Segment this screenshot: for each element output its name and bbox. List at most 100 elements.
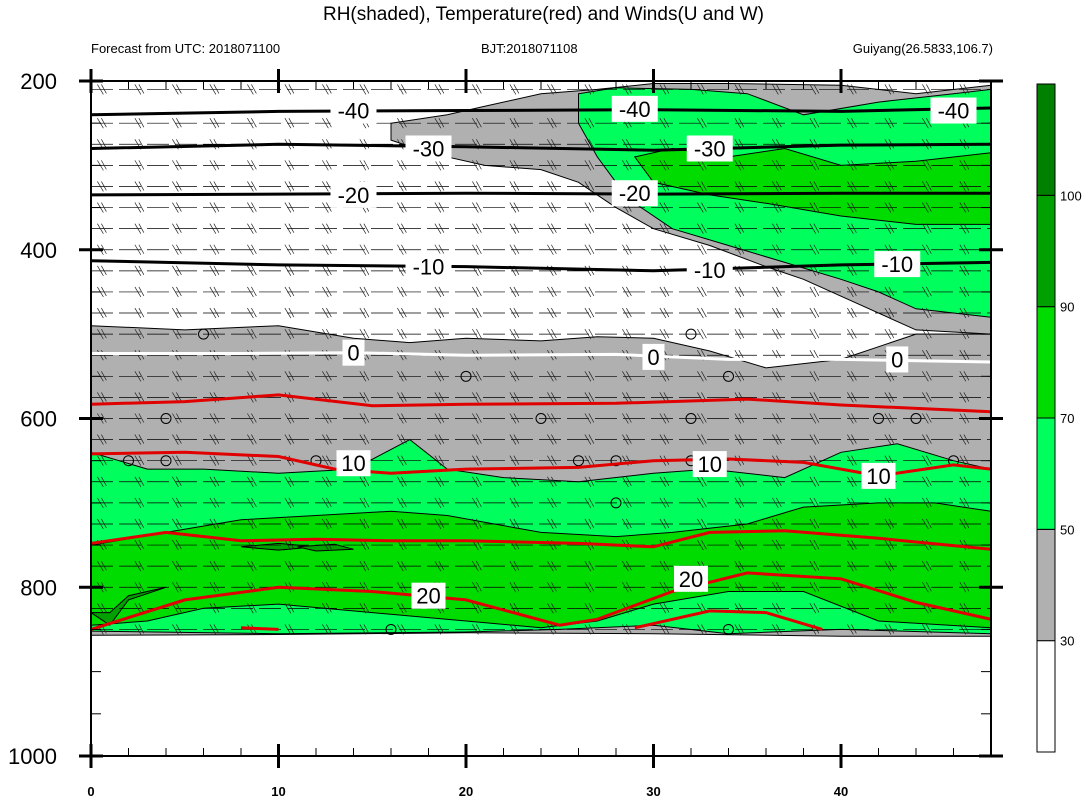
calm-wind-marker [198, 328, 209, 340]
wind-barb [322, 286, 329, 298]
wind-barb [176, 371, 182, 381]
wind-barb [701, 413, 707, 423]
wind-barb [959, 476, 967, 487]
wind-barb [851, 328, 857, 339]
wind-barb [288, 624, 295, 634]
wind-barb [251, 497, 257, 508]
wind-barb [209, 181, 217, 192]
wind-barb [513, 518, 520, 529]
wind-barb [363, 286, 370, 297]
wind-barb [401, 434, 407, 444]
wind-barb [326, 286, 332, 297]
wind-barb [772, 244, 779, 255]
wind-barb [97, 392, 104, 403]
wind-barb [509, 582, 517, 593]
wind-barb [284, 603, 292, 614]
wind-barb [359, 328, 367, 340]
wind-barb [622, 223, 629, 234]
colorbar-swatch [1036, 83, 1056, 196]
wind-barb [588, 582, 595, 592]
wind-barb [401, 476, 407, 486]
wind-barb [584, 160, 592, 171]
wind-barb [622, 160, 629, 171]
wind-barb [584, 84, 592, 95]
wind-barb [734, 476, 742, 487]
wind-barb [922, 202, 929, 213]
wind-barb [772, 223, 779, 234]
wind-barb [847, 518, 854, 530]
wind-barb [663, 160, 670, 170]
wind-barb [851, 223, 857, 233]
wind-barb [97, 84, 104, 95]
wind-barb [101, 84, 107, 94]
wind-barb [213, 371, 220, 381]
wind-barb [959, 392, 967, 403]
wind-barb [659, 139, 667, 150]
wind-barb [138, 624, 145, 634]
wind-barb [288, 118, 295, 128]
wind-barb [626, 84, 632, 94]
wind-barb [509, 455, 517, 466]
wind-barb [813, 371, 820, 381]
wind-barb [172, 497, 179, 509]
wind-barb [738, 582, 745, 592]
wind-barb [434, 160, 442, 171]
wind-barb [509, 160, 517, 171]
wind-barb [813, 539, 820, 550]
wind-barb [663, 603, 670, 613]
wind-barb [813, 392, 820, 402]
wind-barb [588, 560, 595, 571]
isotherm-label-box [330, 181, 377, 208]
wind-barb [138, 202, 145, 212]
wind-barb [176, 244, 182, 254]
wind-barb [584, 118, 592, 129]
wind-barb [809, 392, 817, 403]
wind-barb [701, 539, 707, 550]
wind-barb [359, 160, 367, 171]
wind-barb [922, 84, 929, 95]
wind-barb [288, 223, 295, 233]
wind-barb [101, 476, 107, 486]
isotherm-label: 20 [679, 567, 703, 592]
wind-barb [813, 118, 820, 128]
wind-barb [738, 413, 745, 423]
wind-barb [401, 392, 407, 402]
wind-barb [663, 118, 670, 128]
wind-barb [626, 286, 632, 297]
wind-barb [251, 455, 257, 465]
wind-barb [101, 518, 107, 529]
colorbar-label: 70 [1060, 411, 1074, 426]
wind-barb [588, 181, 595, 191]
wind-barb [476, 371, 482, 381]
wind-barb [588, 244, 595, 254]
wind-barb [438, 223, 445, 233]
wind-barb [509, 476, 517, 487]
wind-barb [176, 160, 182, 170]
wind-barb [176, 286, 182, 297]
wind-barb [401, 244, 407, 254]
wind-barb [884, 371, 892, 382]
wind-barb [963, 518, 970, 529]
wind-barb [209, 518, 217, 530]
wind-barb [213, 582, 220, 592]
wind-barb [959, 223, 967, 234]
x-tick-label: 30 [646, 784, 660, 799]
wind-barb [513, 286, 520, 297]
wind-barb [476, 603, 482, 613]
wind-barb [926, 350, 932, 360]
wind-barb [247, 413, 254, 424]
wind-barb [509, 244, 517, 255]
wind-barb [922, 624, 929, 635]
wind-barb [622, 582, 629, 593]
isotherm-line [91, 191, 991, 197]
wind-barb [247, 286, 254, 298]
wind-barb [959, 84, 967, 95]
wind-barb [401, 160, 407, 170]
wind-barb [434, 181, 442, 192]
wind-barb [397, 560, 404, 572]
wind-barb [401, 455, 407, 465]
wind-barb [172, 350, 179, 361]
wind-barb [584, 307, 592, 319]
wind-barb [926, 455, 932, 465]
wind-barb [926, 434, 932, 444]
